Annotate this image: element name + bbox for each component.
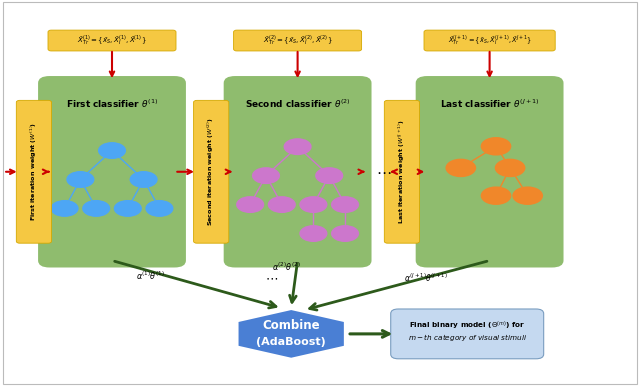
FancyBboxPatch shape bbox=[193, 100, 229, 243]
Text: $\bar{X}_{Tr}^{(1)}=\{\bar{x}_S,\bar{X}_I^{(1)},\bar{X}^{(1)}\}$: $\bar{X}_{Tr}^{(1)}=\{\bar{x}_S,\bar{X}_… bbox=[77, 34, 147, 47]
Circle shape bbox=[129, 171, 157, 188]
Text: (AdaBoost): (AdaBoost) bbox=[257, 337, 326, 347]
Text: Last iteration weight ($W^{(J+1)}$): Last iteration weight ($W^{(J+1)}$) bbox=[397, 119, 407, 224]
Text: Combine: Combine bbox=[262, 319, 320, 332]
Circle shape bbox=[51, 200, 79, 217]
Circle shape bbox=[445, 159, 476, 177]
FancyBboxPatch shape bbox=[390, 309, 543, 359]
FancyBboxPatch shape bbox=[224, 76, 371, 267]
Circle shape bbox=[315, 167, 343, 184]
Polygon shape bbox=[239, 310, 344, 358]
Circle shape bbox=[145, 200, 173, 217]
FancyBboxPatch shape bbox=[424, 30, 555, 51]
Text: $\cdots$: $\cdots$ bbox=[376, 164, 392, 179]
FancyBboxPatch shape bbox=[385, 100, 420, 243]
Text: Final binary model ($\Theta^{(m)}$) for: Final binary model ($\Theta^{(m)}$) for bbox=[409, 320, 525, 332]
Circle shape bbox=[300, 225, 328, 242]
Text: $\alpha^{(J+1)}\theta^{(J+1)}$: $\alpha^{(J+1)}\theta^{(J+1)}$ bbox=[404, 272, 447, 284]
Circle shape bbox=[495, 159, 525, 177]
Text: $\bar{X}_{Tr}^{(2)}=\{\bar{x}_S,\bar{X}_I^{(2)},\bar{X}^{(2)}\}$: $\bar{X}_{Tr}^{(2)}=\{\bar{x}_S,\bar{X}_… bbox=[263, 34, 332, 47]
Circle shape bbox=[284, 138, 312, 155]
Text: $\bar{X}_{Tr}^{(J+1)}=\{\bar{x}_S,\bar{X}_I^{(J+1)},\bar{X}^{J+1}\}$: $\bar{X}_{Tr}^{(J+1)}=\{\bar{x}_S,\bar{X… bbox=[448, 34, 531, 47]
FancyBboxPatch shape bbox=[234, 30, 362, 51]
FancyBboxPatch shape bbox=[17, 100, 52, 243]
Circle shape bbox=[67, 171, 95, 188]
Text: Second iteration weight ($W^{(2)}$): Second iteration weight ($W^{(2)}$) bbox=[206, 117, 216, 226]
Text: First iteration weight ($W^{(1)}$): First iteration weight ($W^{(1)}$) bbox=[29, 122, 39, 222]
Circle shape bbox=[331, 196, 359, 213]
Circle shape bbox=[331, 225, 359, 242]
Text: Last classifier $\theta^{(J+1)}$: Last classifier $\theta^{(J+1)}$ bbox=[440, 98, 540, 110]
Circle shape bbox=[513, 186, 543, 205]
Text: $\alpha^{(2)}\theta^{(2)}$: $\alpha^{(2)}\theta^{(2)}$ bbox=[272, 260, 301, 273]
FancyBboxPatch shape bbox=[48, 30, 176, 51]
Text: Second classifier $\theta^{(2)}$: Second classifier $\theta^{(2)}$ bbox=[244, 98, 351, 110]
Circle shape bbox=[300, 196, 328, 213]
FancyBboxPatch shape bbox=[416, 76, 564, 267]
FancyBboxPatch shape bbox=[38, 76, 186, 267]
Text: $\cdots$: $\cdots$ bbox=[266, 271, 278, 284]
Text: $\alpha^{(1)}\theta^{(1)}$: $\alpha^{(1)}\theta^{(1)}$ bbox=[136, 270, 165, 282]
Circle shape bbox=[98, 142, 126, 159]
Circle shape bbox=[268, 196, 296, 213]
Circle shape bbox=[236, 196, 264, 213]
Circle shape bbox=[481, 137, 511, 156]
Circle shape bbox=[82, 200, 110, 217]
Text: First classifier $\theta^{(1)}$: First classifier $\theta^{(1)}$ bbox=[66, 98, 158, 110]
Text: $m-th$ category of visual stimuli: $m-th$ category of visual stimuli bbox=[408, 332, 527, 343]
Circle shape bbox=[252, 167, 280, 184]
Circle shape bbox=[481, 186, 511, 205]
Circle shape bbox=[114, 200, 142, 217]
